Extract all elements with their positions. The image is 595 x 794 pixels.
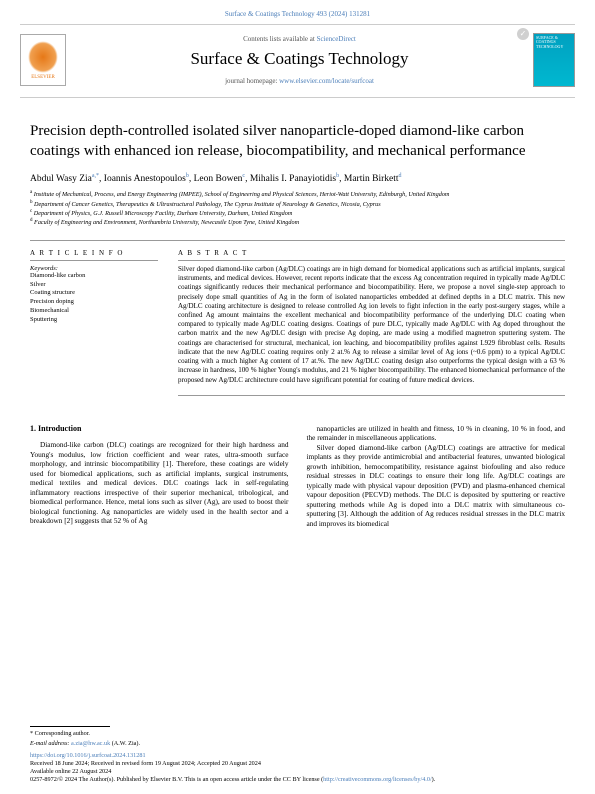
affil-sup: d xyxy=(399,173,402,179)
journal-cover-thumbnail: SURFACE & COATINGS TECHNOLOGY xyxy=(533,33,575,87)
available-date: Available online 22 August 2024 xyxy=(30,768,565,776)
homepage-link[interactable]: www.elsevier.com/locate/surfcoat xyxy=(279,77,374,85)
article-info-heading: A R T I C L E I N F O xyxy=(30,249,158,261)
header-citation: Surface & Coatings Technology 493 (2024)… xyxy=(0,0,595,24)
publisher-logo: ELSEVIER xyxy=(20,34,66,86)
paragraph: nanoparticles are utilized in health and… xyxy=(307,424,566,443)
copyright-line: 0257-8972/© 2024 The Author(s). Publishe… xyxy=(30,776,565,784)
email-link[interactable]: a.zia@hw.ac.uk xyxy=(71,740,110,747)
affiliation: Institute of Mechanical, Process, and En… xyxy=(34,191,450,198)
divider xyxy=(30,726,110,727)
abstract-box: A B S T R A C T Silver doped diamond-lik… xyxy=(178,249,565,396)
abstract-heading: A B S T R A C T xyxy=(178,249,565,261)
article-info-box: A R T I C L E I N F O Keywords: Diamond-… xyxy=(30,249,158,396)
homepage-line: journal homepage: www.elsevier.com/locat… xyxy=(66,77,533,85)
author: Abdul Wasy Zia xyxy=(30,174,92,184)
sciencedirect-link[interactable]: ScienceDirect xyxy=(317,35,356,43)
journal-header: ELSEVIER Contents lists available at Sci… xyxy=(0,25,595,93)
body-text: 1. Introduction Diamond-like carbon (DLC… xyxy=(0,424,595,528)
affiliation: Department of Physics, G.J. Russell Micr… xyxy=(34,210,293,217)
email-label: E-mail address: xyxy=(30,740,71,747)
affil-sup: a,* xyxy=(92,173,99,179)
column-left: 1. Introduction Diamond-like carbon (DLC… xyxy=(30,424,289,528)
author-list: Abdul Wasy Ziaa,*, Ioannis Anestopoulosb… xyxy=(30,173,565,184)
doi-link[interactable]: https://doi.org/10.1016/j.surfcoat.2024.… xyxy=(30,752,146,759)
affiliation: Department of Cancer Genetics, Therapeut… xyxy=(34,201,381,208)
section-title: Introduction xyxy=(38,424,81,433)
article-title: Precision depth-controlled isolated silv… xyxy=(30,122,565,161)
journal-title: Surface & Coatings Technology xyxy=(66,49,533,69)
received-dates: Received 18 June 2024; Received in revis… xyxy=(30,760,565,768)
footer: * Corresponding author. E-mail address: … xyxy=(30,726,565,784)
section-number: 1. xyxy=(30,424,36,433)
paragraph: Diamond-like carbon (DLC) coatings are r… xyxy=(30,440,289,525)
keywords-list: Diamond-like carbon Silver Coating struc… xyxy=(30,272,158,325)
email-suffix: (A.W. Zia). xyxy=(110,740,140,747)
section-heading: 1. Introduction xyxy=(30,424,289,434)
publisher-name: ELSEVIER xyxy=(31,75,55,80)
email-line: E-mail address: a.zia@hw.ac.uk (A.W. Zia… xyxy=(30,740,565,748)
column-right: nanoparticles are utilized in health and… xyxy=(307,424,566,528)
copyright-suffix: ). xyxy=(432,776,436,783)
cc-license-link[interactable]: http://creativecommons.org/licenses/by/4… xyxy=(323,776,432,783)
homepage-prefix: journal homepage: xyxy=(225,77,279,85)
copyright-prefix: 0257-8972/© 2024 The Author(s). Publishe… xyxy=(30,776,323,783)
affiliations: a Institute of Mechanical, Process, and … xyxy=(30,190,565,228)
affiliation: Faculty of Engineering and Environment, … xyxy=(34,219,299,226)
author: , Mihalis I. Panayiotidis xyxy=(245,174,336,184)
author: , Ioannis Anestopoulos xyxy=(99,174,186,184)
paragraph: Silver doped diamond-like carbon (Ag/DLC… xyxy=(307,443,566,528)
corresponding-author: * Corresponding author. xyxy=(30,730,565,738)
contents-line: Contents lists available at ScienceDirec… xyxy=(66,35,533,43)
contents-prefix: Contents lists available at xyxy=(243,35,317,43)
author: , Martin Birkett xyxy=(339,174,398,184)
author: , Leon Bowen xyxy=(189,174,243,184)
abstract-text: Silver doped diamond-like carbon (Ag/DLC… xyxy=(178,265,565,396)
check-updates-icon[interactable]: ✓ xyxy=(517,28,529,40)
keywords-label: Keywords: xyxy=(30,265,158,272)
elsevier-tree-icon xyxy=(28,41,58,73)
